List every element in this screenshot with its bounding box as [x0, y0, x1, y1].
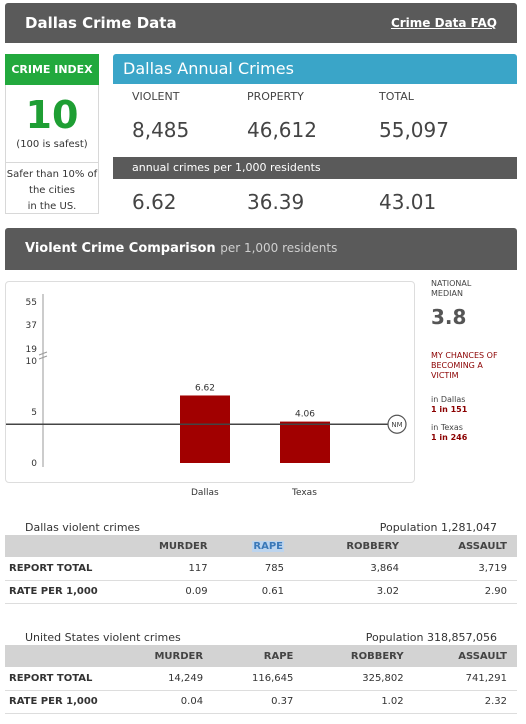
us-population: Population 318,857,056 — [365, 631, 497, 644]
y-tick-label: 37 — [26, 321, 37, 331]
table-row: REPORT TOTAL 14,249 116,645 325,802 741,… — [5, 667, 517, 691]
comparison-header: Violent Crime Comparison per 1,000 resid… — [5, 228, 517, 270]
victim-chances-label: MY CHANCES OF BECOMING A VICTIM — [431, 351, 498, 380]
property-rate: 36.39 — [247, 190, 305, 214]
y-axis-break — [38, 351, 48, 360]
table-header-row: MURDER RAPE ROBBERY ASSAULT — [5, 645, 517, 667]
crime-index-value: 10 — [25, 93, 79, 137]
us-crime-table: MURDER RAPE ROBBERY ASSAULT REPORT TOTAL… — [5, 645, 517, 714]
rate-label-bar: annual crimes per 1,000 residents — [113, 157, 517, 179]
table-row: RATE PER 1,000 0.04 0.37 1.02 2.32 — [5, 690, 517, 714]
dallas-odds: 1 in 151 — [431, 405, 468, 414]
col-assault: ASSAULT — [413, 645, 517, 667]
in-dallas-label: in Dallas — [431, 395, 466, 404]
dallas-table-title: Dallas violent crimes — [25, 521, 141, 534]
national-median-marker — [387, 414, 407, 434]
us-table-title: United States violent crimes — [25, 631, 181, 644]
dallas-table-header: Dallas violent crimes Population 1,281,0… — [5, 521, 517, 537]
national-median-label: NATIONAL MEDIAN — [431, 279, 472, 298]
violent-label: VIOLENT — [132, 90, 180, 103]
dallas-crime-table: MURDER RAPE ROBBERY ASSAULT REPORT TOTAL… — [5, 535, 517, 604]
property-label: PROPERTY — [247, 90, 304, 103]
us-table-header: United States violent crimes Population … — [5, 631, 517, 647]
side-panel: NATIONAL MEDIAN 3.8 MY CHANCES OF BECOMI… — [431, 279, 521, 443]
violent-rate: 6.62 — [132, 190, 177, 214]
texas-odds: 1 in 246 — [431, 433, 468, 442]
bar-dallas — [180, 395, 230, 463]
violent-crime-chart: 0 5 10 19 37 55 6.62 4.06 NM — [5, 281, 415, 483]
bar-texas — [280, 421, 330, 463]
col-robbery: ROBBERY — [293, 535, 410, 557]
table-row: REPORT TOTAL 117 785 3,864 3,719 — [5, 557, 517, 581]
bar-value-label: 6.62 — [195, 383, 215, 393]
national-median-value: 3.8 — [431, 305, 467, 329]
col-murder: MURDER — [110, 535, 218, 557]
bar-value-label: 4.06 — [295, 410, 315, 420]
total-label: TOTAL — [379, 90, 414, 103]
property-value: 46,612 — [247, 118, 317, 142]
col-assault: ASSAULT — [409, 535, 517, 557]
dallas-population: Population 1,281,047 — [379, 521, 497, 534]
comparison-title: Violent Crime Comparison — [25, 241, 216, 256]
col-murder: MURDER — [110, 645, 214, 667]
y-tick-label: 10 — [26, 357, 38, 367]
crime-index-box: CRIME INDEX 10 (100 is safest) Safer tha… — [5, 54, 99, 214]
y-tick-label: 5 — [31, 408, 37, 418]
table-row: RATE PER 1,000 0.09 0.61 3.02 2.90 — [5, 580, 517, 604]
total-rate: 43.01 — [379, 190, 437, 214]
y-tick-label: 0 — [31, 459, 37, 469]
page-title: Dallas Crime Data — [25, 14, 177, 32]
comparison-subtitle: per 1,000 residents — [220, 241, 338, 255]
in-texas-label: in Texas — [431, 423, 463, 432]
y-tick-label: 55 — [26, 298, 37, 308]
y-tick-label: 19 — [26, 345, 38, 355]
annual-crimes-panel: Dallas Annual Crimes VIOLENT PROPERTY TO… — [113, 54, 517, 214]
x-label-texas: Texas — [292, 488, 317, 498]
col-robbery: ROBBERY — [303, 645, 414, 667]
x-label-dallas: Dallas — [191, 488, 219, 498]
crime-data-faq-link[interactable]: Crime Data FAQ — [390, 16, 497, 30]
chart-svg: 0 5 10 19 37 55 6.62 4.06 NM — [6, 294, 407, 469]
crime-index-note: (100 is safest) — [16, 139, 88, 150]
crime-index-label: CRIME INDEX — [5, 54, 99, 85]
crime-index-comparison: Safer than 10% of the cities in the US. — [6, 169, 98, 212]
total-value: 55,097 — [379, 118, 449, 142]
violent-value: 8,485 — [132, 118, 190, 142]
page-header: Dallas Crime Data Crime Data FAQ — [5, 3, 517, 43]
national-median-marker-label: NM — [391, 421, 402, 429]
annual-crimes-title: Dallas Annual Crimes — [113, 54, 517, 84]
col-rape: RAPE — [217, 535, 294, 557]
table-header-row: MURDER RAPE ROBBERY ASSAULT — [5, 535, 517, 557]
col-rape: RAPE — [213, 645, 304, 667]
